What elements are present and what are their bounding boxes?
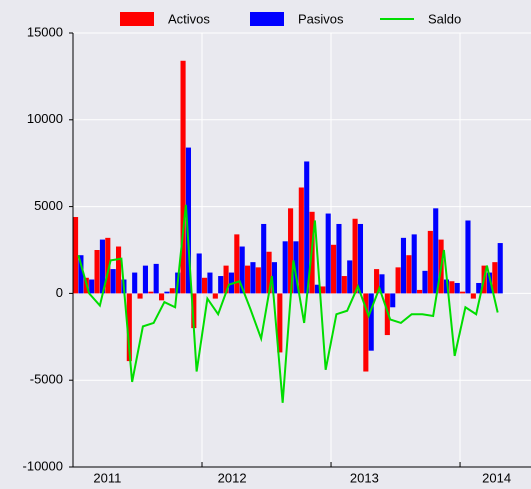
y-tick-label: 5000 xyxy=(34,198,63,213)
y-tick-label: -10000 xyxy=(23,458,63,473)
bar xyxy=(110,269,116,294)
bar xyxy=(320,286,326,294)
bar xyxy=(390,293,396,308)
bar xyxy=(314,284,321,294)
bar xyxy=(180,60,186,294)
bar xyxy=(116,246,122,294)
legend-label: Activos xyxy=(168,11,210,26)
bar xyxy=(153,263,159,294)
bar xyxy=(277,293,283,353)
bar xyxy=(239,246,245,294)
bar xyxy=(234,234,240,294)
bar xyxy=(223,265,229,294)
bar xyxy=(212,293,218,299)
bar xyxy=(245,265,251,294)
bar xyxy=(497,243,503,294)
bar xyxy=(341,276,347,294)
bar xyxy=(417,289,423,294)
bar xyxy=(331,244,337,294)
bar xyxy=(470,293,476,299)
x-tick-label: 2011 xyxy=(93,470,121,485)
y-tick-label: 10000 xyxy=(27,111,63,126)
bar xyxy=(137,293,143,299)
bar xyxy=(169,288,175,294)
bar xyxy=(148,291,154,294)
bar xyxy=(99,239,105,294)
bar xyxy=(288,208,294,294)
bar xyxy=(492,262,498,294)
bar xyxy=(443,279,450,294)
bar xyxy=(347,260,353,294)
legend-swatch xyxy=(250,12,284,26)
bar xyxy=(250,262,256,294)
bar xyxy=(379,274,385,294)
bar xyxy=(207,272,213,294)
x-tick-label: 2013 xyxy=(350,470,379,485)
bar xyxy=(357,223,364,294)
bar xyxy=(368,293,374,351)
bar xyxy=(159,293,165,301)
bar xyxy=(427,230,433,294)
bar xyxy=(78,255,84,294)
y-tick-label: -5000 xyxy=(30,372,63,387)
bar xyxy=(422,270,428,294)
bar xyxy=(411,234,417,294)
bar xyxy=(465,220,471,294)
bar xyxy=(261,223,267,294)
y-tick-label: 0 xyxy=(56,285,63,300)
bar xyxy=(336,223,342,294)
bar xyxy=(486,272,493,294)
legend-label: Saldo xyxy=(428,11,461,26)
bar xyxy=(304,161,310,294)
bar xyxy=(325,213,331,294)
bar xyxy=(218,276,224,294)
bar xyxy=(460,291,466,294)
bar xyxy=(298,187,304,294)
bar xyxy=(282,241,288,294)
bar xyxy=(433,208,439,294)
y-tick-label: 15000 xyxy=(27,24,63,39)
bar xyxy=(363,293,369,372)
bar xyxy=(126,293,132,362)
bar xyxy=(293,241,299,294)
bar xyxy=(196,253,202,294)
legend-swatch xyxy=(120,12,154,26)
bar xyxy=(395,267,401,294)
bar xyxy=(406,255,412,294)
x-tick-label: 2012 xyxy=(218,470,247,485)
bar xyxy=(132,272,138,294)
bar xyxy=(94,250,100,294)
bar xyxy=(449,281,455,294)
bar xyxy=(454,282,460,294)
bar xyxy=(191,293,197,329)
bar xyxy=(266,251,272,294)
bar xyxy=(476,282,482,294)
bar xyxy=(164,291,170,294)
bar xyxy=(105,237,111,294)
bar xyxy=(255,267,261,294)
bar xyxy=(142,265,148,294)
bar xyxy=(352,218,358,294)
bar xyxy=(185,147,191,294)
legend-label: Pasivos xyxy=(298,11,344,26)
bar xyxy=(374,269,380,294)
bar xyxy=(271,262,278,294)
bar xyxy=(400,237,407,294)
x-tick-label: 2014 xyxy=(482,470,511,485)
bar xyxy=(89,279,95,294)
bar xyxy=(202,277,208,294)
bar xyxy=(73,217,79,294)
line xyxy=(77,204,499,403)
